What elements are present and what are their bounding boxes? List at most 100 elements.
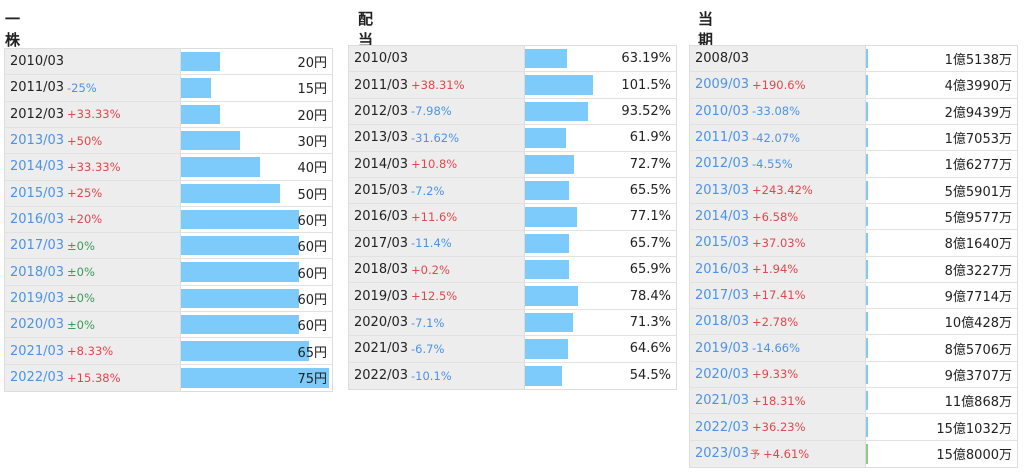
value-label: 65.9% xyxy=(629,262,671,278)
year-label[interactable]: 2013/03 xyxy=(10,133,65,149)
value-label: 8億1640万 xyxy=(944,237,1012,253)
row-label: 2013/03 +50% xyxy=(5,127,181,154)
bar-cell: 65.9% xyxy=(525,257,676,282)
row-label: 2018/03 +0.2% xyxy=(349,257,525,283)
year-label[interactable]: 2018/03 xyxy=(695,314,750,330)
value-bar xyxy=(181,367,329,388)
value-label: 40円 xyxy=(297,161,327,177)
year-label[interactable]: 2022/03 xyxy=(695,419,750,435)
table-row: 2012/03 -7.98% 93.52% xyxy=(349,98,676,126)
bar-cell: 93.52% xyxy=(525,99,676,124)
year-label: 2013/03 xyxy=(354,130,409,146)
value-bar xyxy=(525,312,573,333)
year-label[interactable]: 2016/03 xyxy=(695,261,750,277)
value-bar xyxy=(866,259,868,279)
row-label: 2019/03 -14.66% xyxy=(690,335,866,361)
bar-cell: 60円 xyxy=(181,259,332,284)
bar-cell: 15億1032万 xyxy=(866,414,1017,439)
year-label[interactable]: 2021/03 xyxy=(695,393,750,409)
row-label: 2015/03 +25% xyxy=(5,180,181,206)
value-bar xyxy=(866,391,868,411)
year-label[interactable]: 2010/03 xyxy=(695,103,750,119)
value-label: 54.5% xyxy=(629,368,671,384)
bar-cell: 61.9% xyxy=(525,125,676,150)
year-label[interactable]: 2014/03 xyxy=(10,159,65,175)
value-label: 15億8000万 xyxy=(936,448,1012,464)
year-label[interactable]: 2012/03 xyxy=(695,156,750,172)
value-label: 20円 xyxy=(297,108,327,124)
bar-cell: 9億7714万 xyxy=(866,283,1017,308)
change-label: +11.6% xyxy=(411,209,458,224)
table-row: 2020/03 +9.33% 9億3707万 xyxy=(690,361,1017,389)
row-label: 2011/03 -42.07% xyxy=(690,124,866,151)
value-label: 15億1032万 xyxy=(936,421,1012,437)
year-label[interactable]: 2020/03 xyxy=(10,317,65,333)
row-label: 2013/03 +243.42% xyxy=(690,177,866,203)
year-label[interactable]: 2020/03 xyxy=(695,366,750,382)
value-label: 1億6277万 xyxy=(944,158,1012,174)
table-row: 2010/03 -33.08% 2億9439万 xyxy=(690,98,1017,125)
table-row: 2020/03 -7.1% 71.3% xyxy=(349,309,676,337)
row-label: 2010/03 xyxy=(349,46,525,72)
row-label: 2022/03 +36.23% xyxy=(690,414,866,440)
change-label: -31.62% xyxy=(411,130,460,145)
row-label: 2022/03 -10.1% xyxy=(349,362,525,389)
year-label[interactable]: 2022/03 xyxy=(10,370,65,386)
payout-ratio-table: 2010/03 63.19% 2011/03 +38.31% 101.5% 2012/03… xyxy=(348,45,677,390)
year-label[interactable]: 2021/03 xyxy=(10,343,65,359)
year-label[interactable]: 2009/03 xyxy=(695,77,750,93)
year-label[interactable]: 2015/03 xyxy=(10,185,65,201)
table-row: 2017/03 ±0% 60円 xyxy=(5,233,332,260)
value-bar xyxy=(525,101,588,122)
value-bar xyxy=(866,101,868,121)
row-label: 2011/03 -25% xyxy=(5,75,181,101)
year-label[interactable]: 2018/03 xyxy=(10,264,65,280)
row-label: 2015/03 +37.03% xyxy=(690,230,866,256)
table-row: 2014/03 +10.8% 72.7% xyxy=(349,151,676,178)
value-label: 72.7% xyxy=(629,156,671,172)
bar-cell: 77.1% xyxy=(525,204,676,229)
value-bar xyxy=(181,130,241,151)
table-row: 2013/03 +50% 30円 xyxy=(5,127,332,155)
table-row: 2016/03 +1.94% 8億3227万 xyxy=(690,256,1017,283)
bar-cell: 71.3% xyxy=(525,310,676,335)
value-label: 5億5901万 xyxy=(944,184,1012,200)
row-label: 2017/03 +17.41% xyxy=(690,282,866,309)
row-label: 2010/03 xyxy=(5,49,181,75)
year-label[interactable]: 2014/03 xyxy=(695,209,750,225)
year-label[interactable]: 2023/03 xyxy=(695,446,750,462)
table-row: 2011/03 -42.07% 1億7053万 xyxy=(690,124,1017,152)
year-label: 2021/03 xyxy=(354,341,409,357)
year-label[interactable]: 2015/03 xyxy=(695,235,750,251)
year-label[interactable]: 2016/03 xyxy=(10,211,65,227)
change-label: +15.38% xyxy=(67,370,121,385)
year-label[interactable]: 2019/03 xyxy=(695,340,750,356)
change-label: +6.58% xyxy=(752,209,799,224)
bar-cell: 1億7053万 xyxy=(866,125,1017,150)
table-row: 2009/03 +190.6% 4億3990万 xyxy=(690,72,1017,99)
bar-cell: 9億3707万 xyxy=(866,362,1017,387)
year-label: 2010/03 xyxy=(10,54,65,70)
value-bar xyxy=(181,236,300,256)
year-label: 2018/03 xyxy=(354,262,409,278)
year-label[interactable]: 2017/03 xyxy=(10,238,65,254)
row-label: 2015/03 -7.2% xyxy=(349,177,525,204)
value-label: 4億3990万 xyxy=(944,79,1012,95)
year-label[interactable]: 2017/03 xyxy=(695,287,750,303)
change-label: +37.03% xyxy=(752,235,806,250)
value-bar xyxy=(866,364,868,385)
bar-cell: 60円 xyxy=(181,233,332,258)
change-label: +10.8% xyxy=(411,157,458,172)
change-label: +38.31% xyxy=(411,78,465,93)
value-bar xyxy=(181,183,280,203)
value-bar xyxy=(181,104,221,124)
value-bar xyxy=(181,341,310,361)
value-label: 10億428万 xyxy=(944,316,1012,332)
row-label: 2009/03 +190.6% xyxy=(690,72,866,98)
table-row: 2014/03 +33.33% 40円 xyxy=(5,154,332,181)
value-bar xyxy=(525,154,574,174)
year-label[interactable]: 2011/03 xyxy=(695,130,750,146)
year-label[interactable]: 2019/03 xyxy=(10,290,65,306)
value-bar xyxy=(525,207,577,227)
year-label[interactable]: 2013/03 xyxy=(695,182,750,198)
